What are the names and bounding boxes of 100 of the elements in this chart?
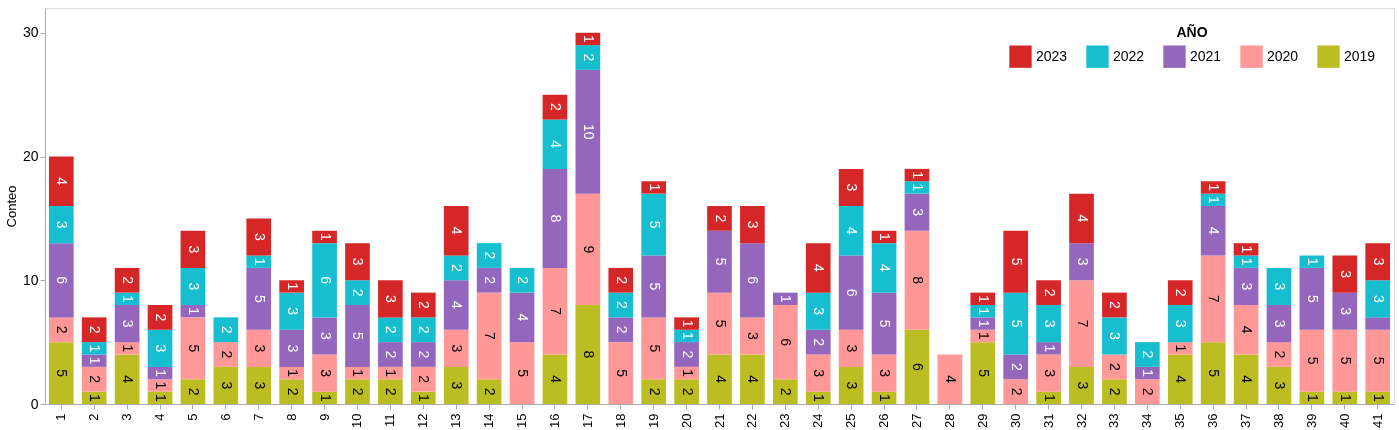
- bar: [707, 206, 732, 231]
- data-label: 5: [1206, 369, 1223, 378]
- data-label: 1: [350, 369, 367, 378]
- bar: [279, 379, 305, 404]
- legend-label: 2019: [1344, 47, 1376, 64]
- data-label: 2: [416, 350, 433, 359]
- bar: [1102, 379, 1127, 404]
- data-label: 3: [745, 220, 762, 229]
- bar: [410, 366, 436, 392]
- x-tick-label: 2: [86, 413, 102, 421]
- data-label: 2: [383, 350, 400, 359]
- bar: [838, 168, 864, 206]
- data-label: 2: [185, 387, 202, 396]
- data-label: 5: [1008, 257, 1025, 266]
- data-label: 3: [350, 257, 367, 266]
- data-label: 3: [1271, 282, 1288, 291]
- bar: [1266, 342, 1292, 367]
- data-label: 3: [251, 381, 268, 390]
- data-label: 2: [580, 53, 597, 62]
- x-tick-label: 18: [612, 413, 628, 428]
- bar: [378, 342, 403, 367]
- data-label: 6: [844, 288, 861, 297]
- bar: [345, 243, 370, 281]
- x-tick-label: 6: [217, 413, 233, 421]
- data-label: 3: [811, 369, 828, 378]
- x-tick-label: 13: [448, 413, 464, 428]
- x-tick-label: 16: [546, 413, 562, 428]
- bar: [48, 206, 74, 244]
- bar: [345, 305, 370, 367]
- bar: [1003, 379, 1029, 404]
- x-tick-label: 17: [579, 413, 595, 428]
- data-label: 3: [844, 183, 861, 192]
- bar: [838, 255, 864, 330]
- x-tick-label: 12: [415, 413, 431, 428]
- bar: [246, 218, 272, 256]
- data-label: 1: [975, 319, 992, 328]
- data-label: 1: [1041, 344, 1058, 353]
- data-label: 2: [416, 301, 433, 310]
- bar: [575, 193, 601, 305]
- data-label: 3: [1107, 332, 1124, 341]
- bar: [114, 305, 140, 343]
- bar: [114, 267, 140, 293]
- data-label: 6: [778, 338, 795, 347]
- data-label: 4: [1239, 325, 1256, 334]
- data-label: 1: [120, 344, 137, 353]
- x-tick-label: 7: [250, 413, 266, 421]
- data-label: 1: [909, 183, 926, 192]
- data-label: 2: [153, 313, 170, 322]
- bar: [378, 317, 403, 343]
- bar: [48, 317, 74, 343]
- data-label: 2: [416, 375, 433, 384]
- data-label: 1: [153, 381, 170, 390]
- data-label: 1: [679, 332, 696, 341]
- data-label: 2: [482, 251, 499, 260]
- x-tick-label: 14: [481, 413, 497, 428]
- data-label: 1: [1304, 393, 1321, 402]
- x-tick-label: 35: [1172, 413, 1188, 428]
- x-tick-label: 20: [678, 413, 694, 428]
- data-label: 4: [1206, 226, 1223, 235]
- bar: [707, 292, 732, 355]
- x-tick-label: 28: [941, 413, 957, 428]
- data-label: 2: [547, 103, 564, 112]
- data-label: 6: [317, 276, 334, 285]
- bar: [1036, 342, 1061, 355]
- data-label: 5: [185, 344, 202, 353]
- data-label: 1: [317, 233, 334, 242]
- data-label: 4: [745, 375, 762, 384]
- data-label: 2: [1041, 288, 1058, 297]
- bar: [805, 354, 831, 392]
- data-label: 3: [449, 344, 466, 353]
- bar: [1134, 342, 1160, 367]
- y-tick-label: 20: [22, 148, 39, 164]
- bar: [48, 243, 74, 318]
- bar: [1365, 317, 1391, 330]
- x-tick-label: 27: [908, 413, 924, 428]
- data-label: 2: [778, 387, 795, 396]
- bar: [1299, 329, 1325, 392]
- bar: [279, 280, 305, 293]
- data-label: 1: [185, 307, 202, 316]
- data-label: 5: [54, 369, 71, 378]
- bar: [1069, 243, 1094, 281]
- bar: [1332, 292, 1358, 330]
- bar: [740, 243, 765, 318]
- legend-label: 2023: [1036, 47, 1068, 64]
- bar: [542, 267, 568, 355]
- x-tick-label: 39: [1303, 413, 1319, 428]
- bar: [509, 292, 535, 343]
- data-label: 1: [251, 257, 268, 266]
- bar: [48, 342, 74, 404]
- data-label: 4: [515, 313, 532, 322]
- bar: [805, 329, 831, 355]
- data-label: 5: [646, 220, 663, 229]
- data-label: 3: [1173, 319, 1190, 328]
- data-label: 4: [449, 301, 466, 310]
- data-label: 2: [383, 387, 400, 396]
- data-label: 2: [350, 288, 367, 297]
- data-label: 1: [120, 294, 137, 303]
- data-label: 1: [679, 319, 696, 328]
- data-label: 5: [350, 332, 367, 341]
- bar: [871, 354, 897, 392]
